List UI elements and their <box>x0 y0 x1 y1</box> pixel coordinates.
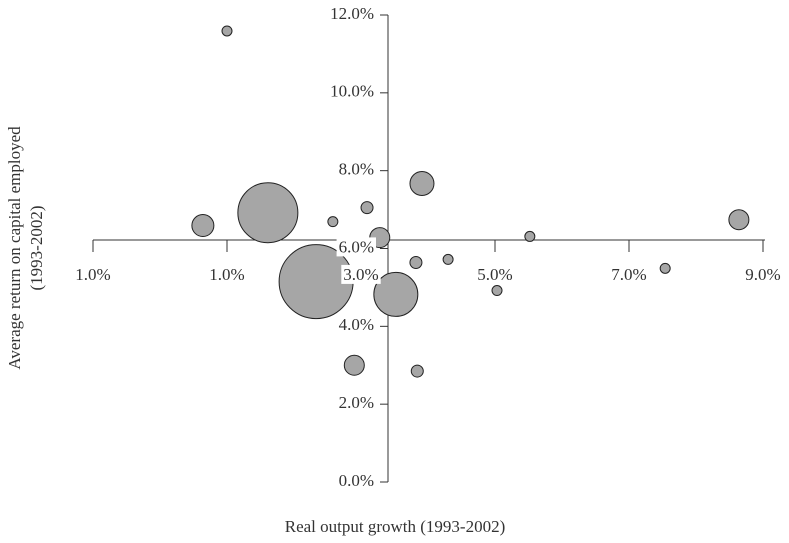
bubble <box>221 25 233 37</box>
label-background <box>328 81 376 101</box>
bubble <box>442 253 454 265</box>
label-background <box>336 159 376 179</box>
label-background <box>743 264 783 284</box>
x-tick-label: 1.0% <box>209 265 244 284</box>
y-tick-label: 10.0% <box>330 82 374 101</box>
y-axis-title: (1993-2002) <box>27 206 46 291</box>
label-background <box>336 393 376 413</box>
y-tick-label: 4.0% <box>339 315 374 334</box>
label-background <box>328 3 376 23</box>
x-axis-title: Real output growth (1993-2002) <box>285 517 506 536</box>
bubble <box>524 230 536 242</box>
y-tick-label: 8.0% <box>339 160 374 179</box>
label-background <box>341 264 381 284</box>
x-tick-label: 3.0% <box>343 265 378 284</box>
label-background <box>207 264 247 284</box>
x-tick-label: 1.0% <box>75 265 110 284</box>
x-tick-label: 7.0% <box>611 265 646 284</box>
bubble <box>327 216 339 228</box>
bubble <box>410 364 424 378</box>
y-tick-label: 0.0% <box>339 471 374 490</box>
x-tick-label: 9.0% <box>745 265 780 284</box>
y-tick-label: 2.0% <box>339 393 374 412</box>
x-tick-label: 5.0% <box>477 265 512 284</box>
bubble <box>191 214 215 238</box>
bubble <box>373 271 419 317</box>
label-background <box>609 264 649 284</box>
y-tick-label: 6.0% <box>339 237 374 256</box>
label-background <box>336 237 376 257</box>
label-background <box>475 264 515 284</box>
bubble <box>409 256 423 270</box>
label-background <box>336 470 376 490</box>
bubble <box>237 182 299 244</box>
bubble <box>409 171 435 197</box>
bubble <box>343 354 365 376</box>
bubble <box>491 285 503 297</box>
bubble <box>728 209 750 231</box>
label-background <box>336 315 376 335</box>
y-tick-label: 12.0% <box>330 4 374 23</box>
bubble <box>659 262 671 274</box>
bubble <box>360 201 374 215</box>
y-axis-title: Average return on capital employed <box>5 126 24 370</box>
label-background <box>73 264 113 284</box>
